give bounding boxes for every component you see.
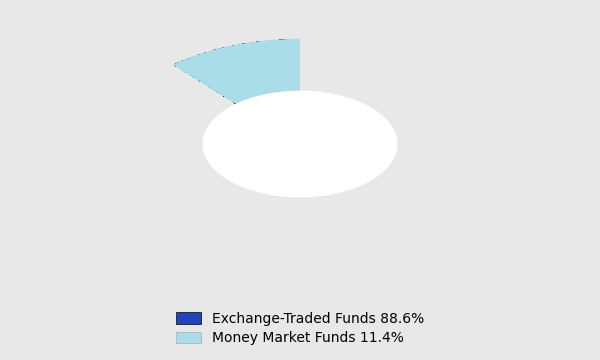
Circle shape xyxy=(203,91,397,197)
Legend: Exchange-Traded Funds 88.6%, Money Market Funds 11.4%: Exchange-Traded Funds 88.6%, Money Marke… xyxy=(172,307,428,350)
Wedge shape xyxy=(173,39,300,104)
